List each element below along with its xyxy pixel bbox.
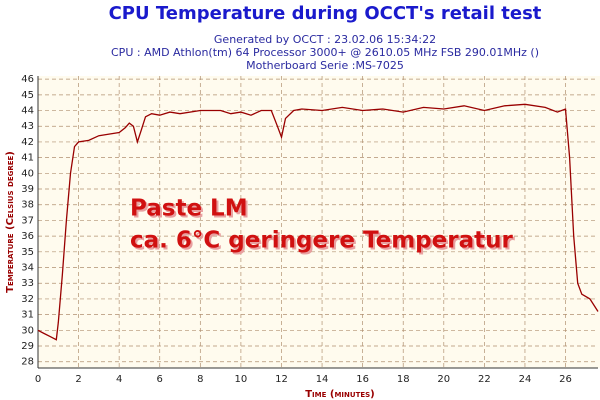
y-tick-label: 29 [21, 341, 34, 352]
y-tick-label: 41 [21, 153, 34, 164]
x-tick-label: 22 [478, 374, 491, 385]
y-tick-label: 35 [21, 247, 34, 258]
x-tick-label: 12 [275, 374, 288, 385]
y-tick-label: 30 [21, 325, 34, 336]
x-tick-label: 24 [519, 374, 532, 385]
annotation: Paste LM [130, 196, 248, 222]
y-tick-label: 40 [21, 168, 34, 179]
y-tick-label: 36 [21, 231, 34, 242]
x-tick-label: 14 [316, 374, 329, 385]
annotation: ca. 6°C geringere Temperatur [130, 228, 513, 254]
subtitle: CPU : AMD Athlon(tm) 64 Processor 3000+ … [111, 46, 539, 59]
x-tick-label: 16 [356, 374, 369, 385]
x-tick-label: 2 [75, 374, 81, 385]
line [37, 103, 599, 341]
subtitle: Generated by OCCT : 23.02.06 15:34:22 [214, 33, 436, 46]
annotation-shadow: ca. 6°C geringere Temperatur [132, 230, 515, 256]
y-tick-label: 38 [21, 200, 34, 211]
y-axis-label: Temperature (Celsius degree) [5, 151, 16, 293]
y-tick-label: 45 [21, 90, 34, 101]
y-tick-label: 42 [21, 137, 34, 148]
y-tick-label: 37 [21, 215, 34, 226]
y-tick-label: 28 [21, 357, 34, 368]
x-axis-label: Time (minutes) [305, 389, 375, 400]
annotation-shadow: Paste LM [132, 198, 250, 224]
subtitle: Motherboard Serie :MS-7025 [246, 59, 404, 72]
x-tick-label: 6 [157, 374, 163, 385]
y-tick-label: 31 [21, 310, 34, 321]
x-tick-label: 20 [437, 374, 450, 385]
chart-title: CPU Temperature during OCCT's retail tes… [109, 3, 542, 24]
plot-area [38, 76, 600, 368]
x-tick-label: 0 [35, 374, 41, 385]
x-tick-label: 10 [235, 374, 248, 385]
y-tick-label: 32 [21, 294, 34, 305]
x-tick-label: 26 [559, 374, 572, 385]
y-tick-label: 46 [21, 74, 34, 85]
y-tick-label: 44 [21, 106, 34, 117]
x-tick-label: 4 [116, 374, 122, 385]
y-tick-label: 34 [21, 263, 34, 274]
x-tick-label: 8 [197, 374, 203, 385]
y-tick-label: 39 [21, 184, 34, 195]
x-tick-label: 18 [397, 374, 410, 385]
y-tick-label: 33 [21, 278, 34, 289]
y-tick-label: 43 [21, 121, 34, 132]
